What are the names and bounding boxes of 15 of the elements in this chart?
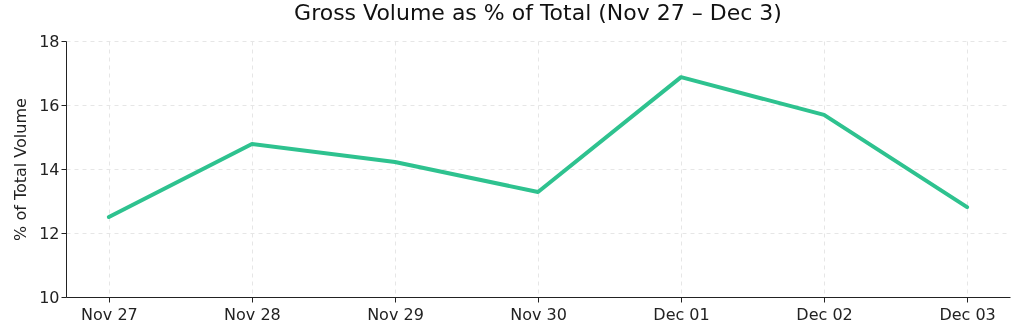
x-tick-label: Nov 27 <box>81 304 138 324</box>
y-tick-label: 12 <box>39 223 60 243</box>
y-tick-label: 18 <box>39 31 60 51</box>
x-tick-label: Nov 30 <box>510 304 567 324</box>
y-tick-label: 14 <box>39 159 60 179</box>
x-tick-label: Nov 29 <box>367 304 424 324</box>
x-tick-label: Nov 28 <box>224 304 281 324</box>
y-axis-title: % of Total Volume <box>11 98 31 241</box>
y-tick-label: 16 <box>39 95 60 115</box>
x-tick-label: Dec 02 <box>796 304 853 324</box>
y-tick-label: 10 <box>39 287 60 307</box>
line-series <box>106 75 970 219</box>
x-tick-label: Dec 03 <box>939 304 996 324</box>
chart-title: Gross Volume as % of Total (Nov 27 – Dec 3) <box>294 0 782 25</box>
x-tick-label: Dec 01 <box>653 304 710 324</box>
